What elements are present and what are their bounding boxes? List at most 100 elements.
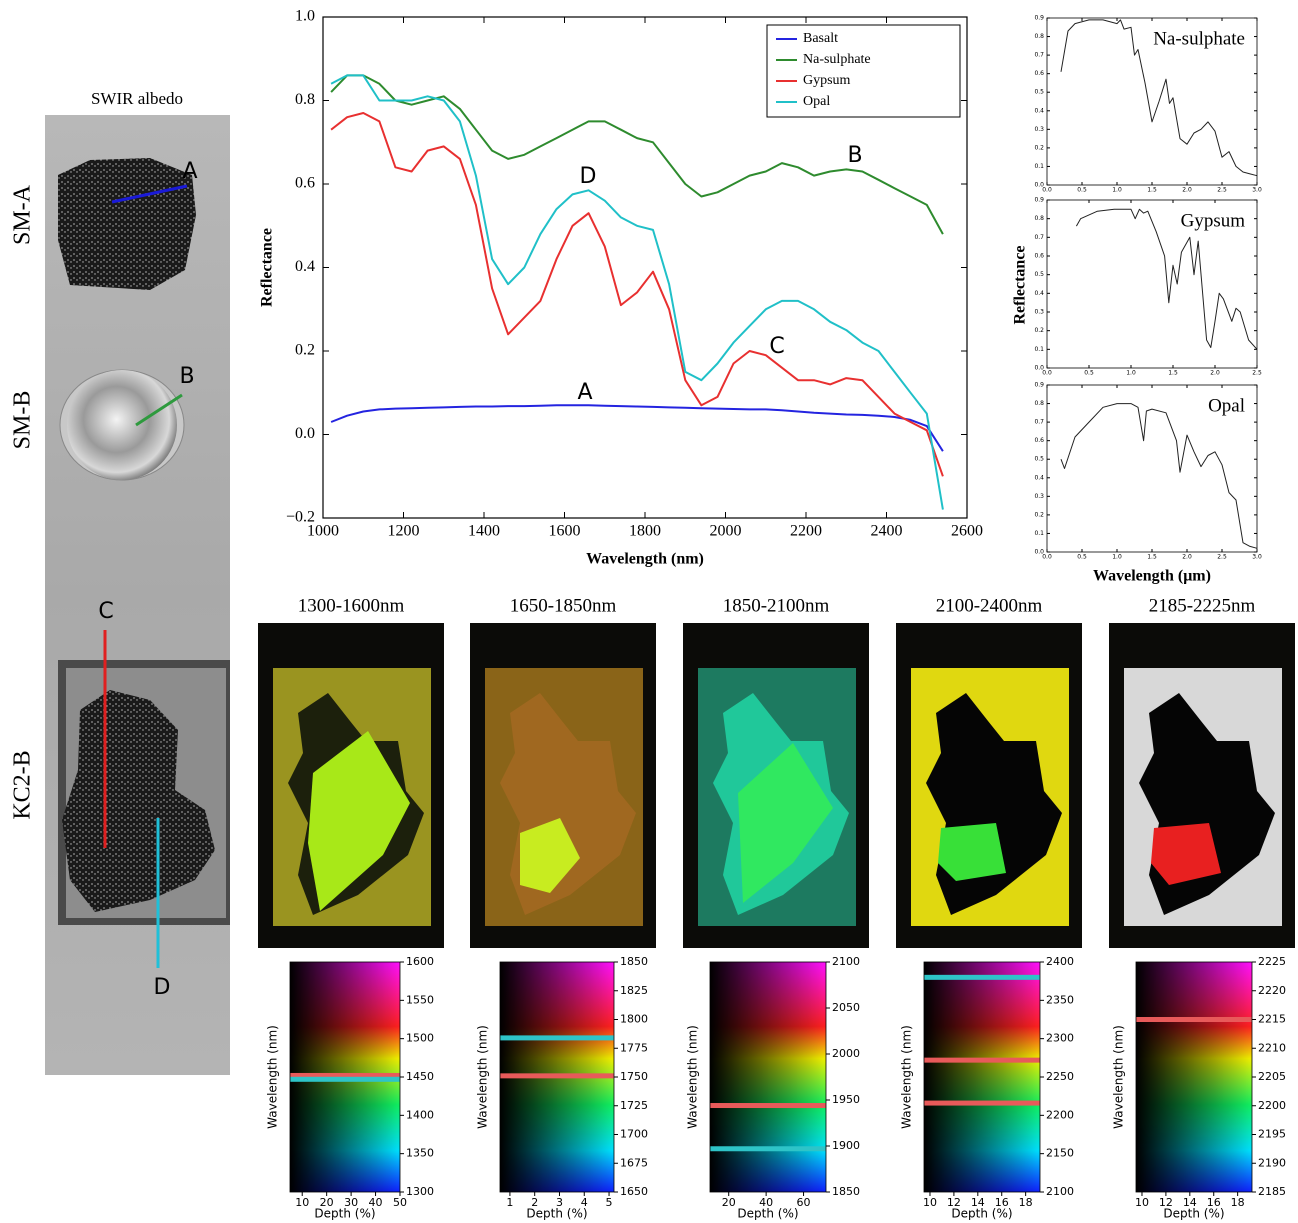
band-depth-map xyxy=(896,623,1082,948)
band-depth-panel: 2100-2400nm21002150220022502300235024001… xyxy=(896,595,1082,1220)
legend-label: Opal xyxy=(803,94,830,109)
x-tick-label: 2.0 xyxy=(1210,370,1220,377)
wavelength-marker xyxy=(710,1146,826,1151)
y-tick-label: 1825 xyxy=(620,984,648,997)
y-axis-label: Wavelength (nm) xyxy=(900,1025,914,1129)
wavelength-marker xyxy=(290,1077,400,1082)
line-chart: 0.00.51.01.52.02.53.00.00.10.20.30.40.50… xyxy=(1034,15,1261,194)
panel-title: 1300-1600nm xyxy=(298,595,405,616)
x-tick-label: 5 xyxy=(606,1196,613,1209)
x-tick-label: 2400 xyxy=(871,523,903,540)
annotation: D xyxy=(580,164,597,189)
y-tick-label: 2250 xyxy=(1046,1070,1074,1083)
x-tick-label: 50 xyxy=(393,1196,407,1209)
x-tick-label: 1.0 xyxy=(1112,554,1122,561)
y-tick-label: 2190 xyxy=(1258,1156,1286,1169)
y-tick-label: 0.7 xyxy=(1034,419,1044,426)
wavelength-marker xyxy=(500,1073,614,1078)
panel-title: 1650-1850nm xyxy=(510,595,617,616)
x-tick-label: 60 xyxy=(797,1196,811,1209)
x-axis-label: Depth (%) xyxy=(951,1207,1012,1221)
y-axis-label: Wavelength (nm) xyxy=(476,1025,490,1129)
y-tick-label: 0.4 xyxy=(1034,474,1044,481)
band-depth-map xyxy=(1109,623,1295,948)
y-tick-label: 1600 xyxy=(406,955,434,968)
panel-title: Gypsum xyxy=(1181,210,1246,231)
y-tick-label: 1800 xyxy=(620,1013,648,1026)
x-tick-label: 3.0 xyxy=(1252,554,1262,561)
wavelength-marker xyxy=(710,1103,826,1108)
y-tick-label: 0.5 xyxy=(1034,271,1044,278)
x-tick-label: 3.0 xyxy=(1252,187,1262,194)
x-axis-label: Wavelength (nm) xyxy=(586,551,704,568)
wavelength-marker xyxy=(924,975,1040,980)
x-tick-label: 0.5 xyxy=(1084,370,1094,377)
x-tick-label: 1.5 xyxy=(1147,554,1157,561)
y-tick-label: 0.9 xyxy=(1034,197,1044,204)
x-tick-label: 10 xyxy=(295,1196,309,1209)
x-tick-label: 18 xyxy=(1231,1196,1245,1209)
y-tick-label: 1675 xyxy=(620,1156,648,1169)
y-tick-label: 2350 xyxy=(1046,993,1074,1006)
sample-label: SM-B xyxy=(10,391,36,450)
y-tick-label: 0.5 xyxy=(1034,89,1044,96)
x-tick-label: 0.5 xyxy=(1077,554,1087,561)
y-tick-label: 1700 xyxy=(620,1128,648,1141)
x-tick-label: 1200 xyxy=(388,523,420,540)
series-line xyxy=(1061,404,1257,549)
x-tick-label: 2000 xyxy=(710,523,742,540)
x-tick-label: 20 xyxy=(722,1196,736,1209)
band-depth-map xyxy=(258,623,444,948)
y-tick-label: 0.6 xyxy=(1034,70,1044,77)
x-tick-label: 1600 xyxy=(549,523,581,540)
x-tick-label: 1800 xyxy=(629,523,661,540)
y-tick-label: 2150 xyxy=(1046,1147,1074,1160)
x-axis-label: Wavelength (μm) xyxy=(1093,568,1211,585)
band-depth-map xyxy=(470,623,656,948)
wavelength-marker xyxy=(924,1101,1040,1106)
band-depth-panel: 1850-2100nm18501900195020002050210020406… xyxy=(683,595,869,1220)
y-tick-label: 0.7 xyxy=(1034,234,1044,241)
y-tick-label: 0.1 xyxy=(1034,530,1044,537)
y-tick-label: 0.2 xyxy=(1034,511,1044,518)
y-tick-label: 2210 xyxy=(1258,1041,1286,1054)
y-tick-label: 2300 xyxy=(1046,1032,1074,1045)
x-tick-label: 1.0 xyxy=(1126,370,1136,377)
marker-label: A xyxy=(182,159,197,184)
line-chart: 0.00.51.01.52.02.50.00.10.20.30.40.50.60… xyxy=(1012,197,1262,377)
y-tick-label: 0.6 xyxy=(1034,253,1044,260)
y-tick-label: 0.8 xyxy=(1034,400,1044,407)
figure: SWIR albedoSM-ASM-BKC2-BABCD100012001400… xyxy=(0,0,1298,1223)
y-tick-label: 2200 xyxy=(1258,1099,1286,1112)
y-tick-label: 0.2 xyxy=(1034,144,1044,151)
y-tick-label: 1650 xyxy=(620,1185,648,1198)
y-tick-label: 1725 xyxy=(620,1099,648,1112)
y-tick-label: 2400 xyxy=(1046,955,1074,968)
annotation: B xyxy=(847,143,862,168)
sample-sm-b xyxy=(67,370,177,480)
y-tick-label: 0.1 xyxy=(1034,346,1044,353)
panel-title: 2185-2225nm xyxy=(1149,595,1256,616)
y-tick-label: 1850 xyxy=(832,1185,860,1198)
y-tick-label: 2100 xyxy=(1046,1185,1074,1198)
y-tick-label: 0.3 xyxy=(1034,493,1044,500)
y-tick-label: 2050 xyxy=(832,1001,860,1014)
y-axis-label: Reflectance xyxy=(1012,245,1029,324)
y-tick-label: 2200 xyxy=(1046,1108,1074,1121)
x-axis-label: Depth (%) xyxy=(526,1207,587,1221)
y-tick-label: 1550 xyxy=(406,993,434,1006)
band-depth-map xyxy=(683,623,869,948)
x-tick-label: 2.5 xyxy=(1217,554,1227,561)
x-tick-label: 2.5 xyxy=(1252,370,1262,377)
y-tick-label: 0.0 xyxy=(295,425,315,442)
legend-label: Basalt xyxy=(803,31,838,46)
annotation: A xyxy=(577,380,592,405)
x-axis-label: Depth (%) xyxy=(737,1207,798,1221)
y-tick-label: 1900 xyxy=(832,1139,860,1152)
legend-label: Gypsum xyxy=(803,73,851,88)
y-tick-label: 1850 xyxy=(620,955,648,968)
x-tick-label: 2.0 xyxy=(1182,187,1192,194)
panel-title: 2100-2400nm xyxy=(936,595,1043,616)
y-tick-label: 2205 xyxy=(1258,1070,1286,1083)
